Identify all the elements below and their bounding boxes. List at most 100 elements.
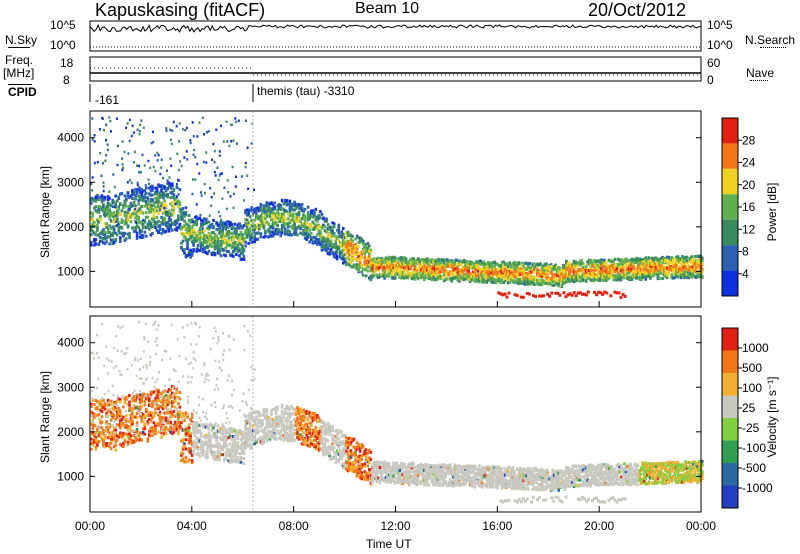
echo-cell bbox=[177, 205, 180, 209]
echo-cell bbox=[572, 270, 576, 274]
echo-cell bbox=[99, 403, 102, 407]
echo-cell bbox=[581, 268, 585, 272]
ytick-label: 4000 bbox=[57, 131, 84, 145]
echo-cell bbox=[296, 212, 299, 216]
echo-cell bbox=[267, 204, 270, 208]
echo-cell bbox=[131, 197, 134, 201]
echo-cell bbox=[112, 437, 116, 441]
echo-cell bbox=[187, 227, 191, 231]
echo-cell bbox=[270, 234, 273, 238]
echo-cell bbox=[109, 418, 113, 422]
echo-cell bbox=[303, 223, 307, 227]
echo-cell bbox=[227, 250, 231, 254]
echo-cell bbox=[581, 265, 585, 269]
echo-cell bbox=[221, 227, 224, 231]
echo-cell bbox=[233, 243, 237, 247]
echo-cell bbox=[93, 161, 96, 165]
echo-cell bbox=[108, 116, 111, 119]
echo-cell bbox=[378, 265, 382, 269]
echo-cell bbox=[482, 280, 486, 284]
echo-cell bbox=[638, 265, 641, 269]
echo-cell bbox=[296, 216, 299, 220]
echo-cell bbox=[111, 413, 114, 416]
echo-cell bbox=[126, 395, 130, 399]
echo-cell bbox=[442, 267, 446, 271]
echo-cell bbox=[325, 239, 328, 243]
echo-cell bbox=[630, 277, 634, 281]
echo-cell bbox=[401, 275, 405, 279]
echo-cell bbox=[552, 267, 556, 271]
echo-cell bbox=[372, 271, 376, 275]
echo-cell bbox=[247, 228, 250, 232]
echo-cell bbox=[339, 234, 342, 238]
echo-cell bbox=[91, 443, 95, 447]
echo-cell bbox=[525, 291, 529, 295]
echo-cell bbox=[186, 238, 189, 242]
echo-cell bbox=[361, 250, 365, 254]
echo-cell bbox=[181, 217, 184, 221]
echo-cell bbox=[183, 248, 186, 251]
echo-cell bbox=[102, 209, 105, 212]
echo-cell bbox=[116, 214, 119, 218]
echo-cell bbox=[259, 214, 263, 218]
echo-cell bbox=[103, 402, 107, 406]
echo-cell bbox=[403, 269, 406, 273]
echo-cell bbox=[484, 269, 487, 272]
echo-cell bbox=[639, 268, 643, 272]
echo-cell bbox=[435, 265, 438, 268]
echo-cell bbox=[499, 281, 502, 285]
echo-cell bbox=[267, 207, 270, 211]
echo-cell bbox=[203, 191, 206, 195]
echo-cell bbox=[679, 276, 683, 280]
echo-cell bbox=[334, 240, 337, 243]
echo-cell bbox=[478, 278, 481, 282]
echo-cell bbox=[676, 275, 680, 279]
echo-cell bbox=[470, 265, 473, 269]
echo-cell bbox=[525, 274, 528, 278]
echo-cell bbox=[250, 233, 253, 237]
echo-cell bbox=[242, 254, 246, 258]
echo-cell bbox=[650, 265, 654, 269]
echo-cell bbox=[151, 193, 154, 197]
echo-cell bbox=[137, 202, 140, 205]
echo-cell bbox=[581, 278, 585, 282]
echo-cell bbox=[262, 204, 266, 208]
echo-cell bbox=[387, 255, 391, 259]
echo-cell bbox=[154, 222, 157, 226]
echo-cell bbox=[557, 271, 560, 275]
echo-cell bbox=[540, 283, 544, 287]
echo-cell bbox=[99, 205, 102, 209]
echo-cell bbox=[696, 254, 699, 258]
echo-cell bbox=[337, 231, 341, 235]
echo-cell bbox=[361, 241, 365, 245]
echo-cell bbox=[358, 259, 362, 263]
echo-cell bbox=[164, 221, 168, 225]
echo-cell bbox=[558, 276, 562, 280]
echo-cell bbox=[108, 409, 111, 413]
echo-cell bbox=[533, 282, 536, 286]
echo-cell bbox=[395, 267, 399, 271]
echo-cell bbox=[497, 277, 501, 281]
echo-cell bbox=[635, 260, 638, 264]
echo-cell bbox=[198, 238, 202, 242]
echo-cell bbox=[250, 236, 253, 240]
echo-cell bbox=[102, 406, 105, 409]
echo-cell bbox=[129, 204, 133, 208]
echo-cell bbox=[357, 236, 360, 240]
echo-cell bbox=[538, 294, 542, 298]
echo-cell bbox=[105, 205, 108, 209]
echo-cell bbox=[128, 427, 131, 431]
echo-cell bbox=[406, 266, 409, 269]
echo-cell bbox=[136, 181, 139, 185]
echo-cell bbox=[256, 215, 260, 219]
echo-cell bbox=[229, 195, 232, 198]
echo-cell bbox=[222, 221, 226, 225]
echo-cell bbox=[194, 215, 197, 218]
echo-cell bbox=[91, 218, 95, 222]
echo-cell bbox=[346, 230, 350, 234]
echo-cell bbox=[97, 440, 101, 444]
echo-cell bbox=[499, 265, 502, 269]
echo-cell bbox=[138, 407, 142, 411]
echo-cell bbox=[636, 257, 640, 261]
echo-cell bbox=[308, 216, 311, 220]
